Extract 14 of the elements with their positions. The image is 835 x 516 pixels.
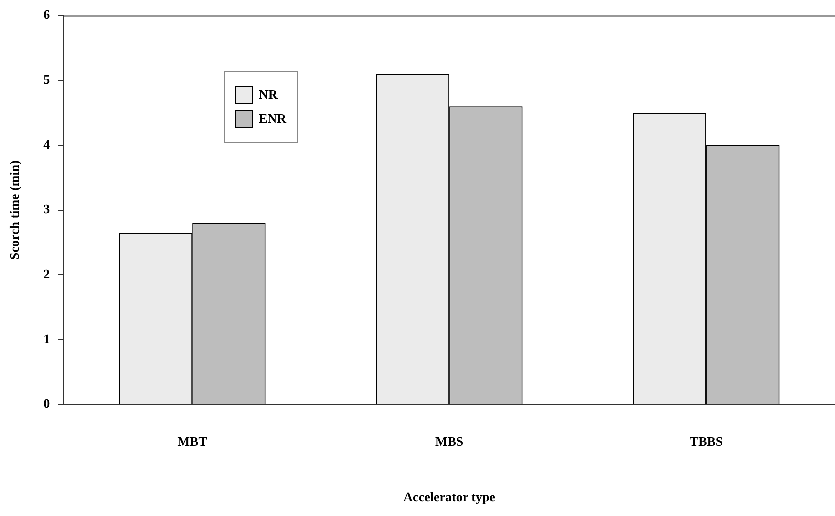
legend-label: ENR — [259, 110, 287, 127]
y-tick-label: 6 — [44, 7, 51, 22]
y-tick-label: 5 — [44, 72, 51, 87]
x-tick-label: TBBS — [690, 434, 724, 449]
y-axis-title: Scorch time (min) — [7, 160, 22, 260]
x-tick-label: MBS — [435, 434, 464, 449]
y-tick-label: 0 — [44, 396, 50, 412]
x-axis-title: Accelerator type — [404, 490, 496, 505]
y-tick-label: 4 — [44, 136, 51, 152]
x-tick-label: MBT — [178, 434, 208, 449]
y-tick-label: 3 — [44, 202, 51, 217]
legend-label: NR — [259, 86, 278, 103]
y-tick-label: 2 — [44, 266, 50, 282]
y-tick-label: 1 — [44, 331, 50, 346]
